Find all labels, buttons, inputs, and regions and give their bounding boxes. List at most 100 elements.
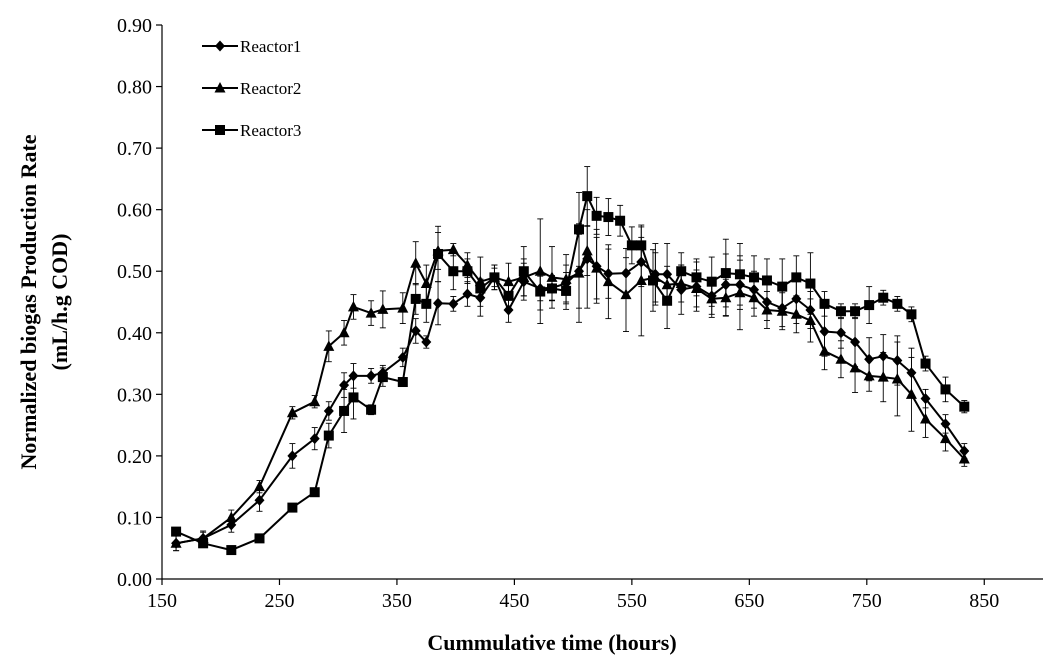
data-point-reactor2: [675, 277, 687, 289]
data-point-reactor2: [377, 303, 389, 314]
data-point-reactor2: [635, 274, 647, 285]
y-tick-label: 0.60: [117, 200, 152, 222]
data-point-reactor1: [503, 304, 514, 316]
data-point-reactor2: [835, 353, 847, 364]
data-point-reactor3: [574, 224, 585, 235]
data-point-reactor1: [410, 325, 421, 337]
data-point-reactor2: [761, 304, 773, 315]
data-point-reactor3: [377, 372, 388, 383]
data-point-reactor1: [397, 351, 408, 363]
data-point-reactor1: [366, 370, 377, 382]
data-point-reactor2: [447, 243, 459, 255]
legend-label: Reactor1: [240, 37, 301, 56]
data-point-reactor2: [420, 277, 432, 289]
data-point-reactor1: [339, 379, 350, 391]
data-point-reactor3: [791, 272, 802, 283]
axes: [156, 24, 1043, 585]
x-tick-label: 150: [147, 590, 177, 612]
data-point-reactor3: [489, 272, 500, 283]
data-point-reactor1: [662, 268, 673, 280]
data-point-reactor3: [591, 210, 602, 221]
data-point-reactor3: [940, 384, 951, 395]
data-point-reactor3: [198, 538, 209, 549]
y-tick-label: 0.30: [117, 384, 152, 406]
data-point-reactor3: [805, 278, 816, 289]
data-point-reactor2: [410, 257, 422, 268]
data-point-reactor1: [309, 433, 320, 445]
data-point-reactor2: [891, 372, 903, 384]
data-point-reactor2: [804, 314, 816, 325]
data-point-reactor3: [850, 306, 861, 317]
data-point-reactor3: [582, 191, 593, 202]
data-point-reactor2: [920, 412, 932, 424]
series-lines: [175, 195, 966, 552]
data-point-reactor2: [253, 480, 265, 492]
data-point-reactor2: [534, 265, 546, 276]
data-point-reactor1: [749, 284, 760, 296]
data-point-reactor1: [819, 326, 830, 338]
data-point-reactor3: [959, 401, 970, 412]
data-point-reactor2: [776, 305, 788, 316]
x-tick-label: 250: [264, 590, 294, 612]
data-point-reactor2: [819, 345, 831, 356]
data-point-reactor3: [906, 309, 917, 320]
data-point-reactor3: [676, 266, 687, 277]
data-point-reactor2: [877, 371, 889, 382]
data-point-reactor1: [226, 519, 237, 531]
x-tick-label: 650: [734, 590, 764, 612]
data-point-reactor3: [662, 295, 673, 306]
data-point-reactor3: [636, 240, 647, 251]
data-point-reactor3: [410, 293, 421, 304]
data-point-reactor3: [749, 272, 760, 283]
data-point-reactor3: [421, 298, 432, 309]
data-point-reactor3: [433, 248, 444, 259]
data-point-reactor3: [777, 281, 788, 292]
data-point-reactor1: [421, 336, 432, 348]
data-point-reactor1: [920, 393, 931, 405]
data-point-reactor3: [503, 290, 514, 301]
data-point-reactor3: [323, 430, 334, 441]
data-point-reactor3: [706, 276, 717, 287]
data-point-reactor3: [287, 502, 298, 513]
data-point-reactor1: [761, 296, 772, 308]
series-line-reactor3: [175, 195, 965, 552]
data-point-reactor2: [591, 262, 603, 273]
series-line-reactor1: [175, 257, 966, 545]
data-point-reactor2: [323, 340, 335, 351]
x-tick-label: 350: [382, 590, 412, 612]
data-point-reactor1: [462, 288, 473, 300]
data-point-reactor2: [397, 302, 409, 313]
data-point-reactor2: [225, 511, 237, 522]
data-point-reactor3: [309, 487, 320, 498]
data-point-reactor3: [348, 392, 359, 403]
data-point-reactor1: [835, 327, 846, 339]
series-line-reactor2: [175, 248, 966, 545]
tick-labels: 0.00 0.10 0.20 0.30 0.40 0.50 0.60 0.70 0.80 0.90…: [117, 15, 999, 612]
data-point-reactor1: [791, 293, 802, 305]
data-point-reactor2: [170, 537, 182, 548]
data-point-reactor2: [734, 286, 746, 298]
data-point-reactor1: [959, 445, 970, 457]
data-point-reactor3: [892, 298, 903, 309]
y-tick-label: 0.90: [117, 15, 152, 37]
y-axis-title: Normalized biogas Production Rate (mL/h.g…: [16, 134, 72, 469]
data-point-reactor2: [620, 288, 632, 300]
y-tick-label: 0.40: [117, 323, 152, 345]
data-point-reactor2: [581, 244, 593, 256]
data-point-reactor2: [503, 275, 515, 287]
y-axis-title-line: (mL/h.g COD): [47, 234, 72, 371]
data-point-reactor1: [448, 298, 459, 310]
data-point-reactor1: [620, 267, 631, 279]
data-point-reactor3: [761, 275, 772, 286]
data-point-reactor1: [850, 336, 861, 348]
data-point-reactor3: [648, 275, 659, 286]
data-point-reactor1: [636, 256, 647, 268]
y-tick-label: 0.80: [117, 77, 152, 99]
data-point-reactor1: [348, 370, 359, 382]
data-point-reactor1: [475, 292, 486, 304]
legend-marker-reactor1: [215, 40, 225, 52]
data-point-reactor2: [706, 292, 718, 304]
data-point-reactor3: [734, 269, 745, 280]
x-tick-label: 450: [499, 590, 529, 612]
